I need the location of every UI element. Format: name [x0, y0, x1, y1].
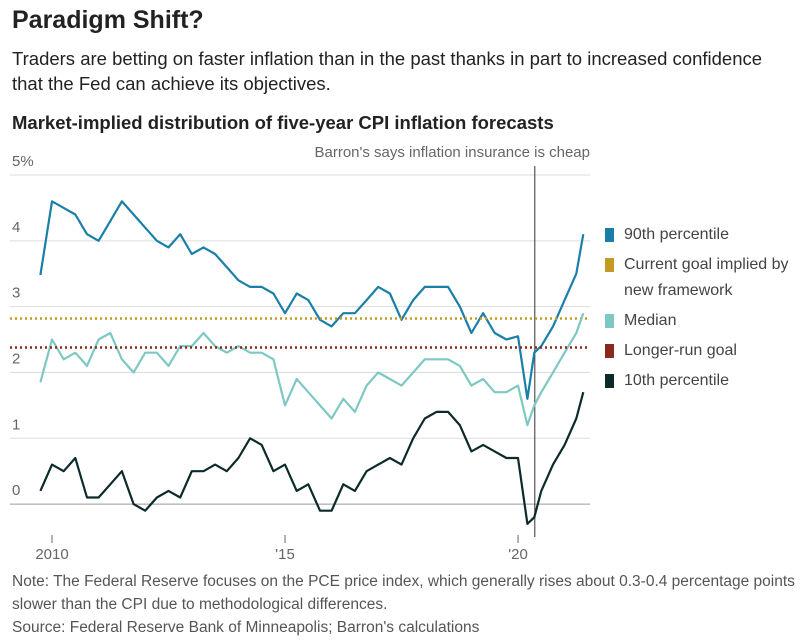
x-tick-label: '20 — [508, 546, 528, 563]
x-tick-label: '15 — [275, 546, 295, 563]
y-tick-label: 4 — [12, 219, 20, 236]
subtitle: Traders are betting on faster inflation … — [12, 48, 763, 94]
legend-item: 90th percentile — [605, 222, 805, 248]
y-tick-label: 3 — [12, 285, 20, 302]
legend: 90th percentile Current goal implied by n… — [605, 222, 805, 398]
legend-item: Median — [605, 308, 805, 334]
y-tick-label: 1 — [12, 416, 20, 433]
series-line — [39, 312, 585, 427]
legend-item: Current goal implied by new framework — [605, 252, 805, 304]
series-line — [39, 200, 585, 400]
y-tick-label: 2 — [12, 350, 20, 367]
legend-swatch — [605, 314, 614, 328]
legend-swatch — [605, 374, 614, 388]
title: Paradigm Shift? — [12, 6, 204, 34]
legend-item: Longer-run goal — [605, 338, 805, 364]
legend-label: Longer-run goal — [624, 342, 737, 359]
source: Source: Federal Reserve Bank of Minneapo… — [12, 619, 480, 636]
legend-label: Current goal implied by new framework — [624, 256, 789, 299]
notes: Note: The Federal Reserve focuses on the… — [12, 570, 802, 639]
legend-label: 10th percentile — [624, 372, 729, 389]
legend-swatch — [605, 258, 614, 272]
series-line — [39, 391, 585, 525]
legend-swatch — [605, 228, 614, 242]
legend-item: 10th percentile — [605, 368, 805, 394]
legend-swatch — [605, 344, 614, 358]
y-tick-label: 0 — [12, 482, 20, 499]
legend-label: Median — [624, 312, 677, 329]
chart-title: Market-implied distribution of five-year… — [12, 112, 554, 133]
legend-label: 90th percentile — [624, 226, 729, 243]
y-tick-label: 5% — [12, 153, 34, 170]
note: Note: The Federal Reserve focuses on the… — [12, 573, 795, 613]
x-tick-label: 2010 — [35, 546, 68, 563]
annotation: Barron's says inflation insurance is che… — [314, 144, 590, 161]
chart: 5% 4 3 2 1 0 2010 '15 '20 Barron's says inflation… — [10, 144, 590, 563]
